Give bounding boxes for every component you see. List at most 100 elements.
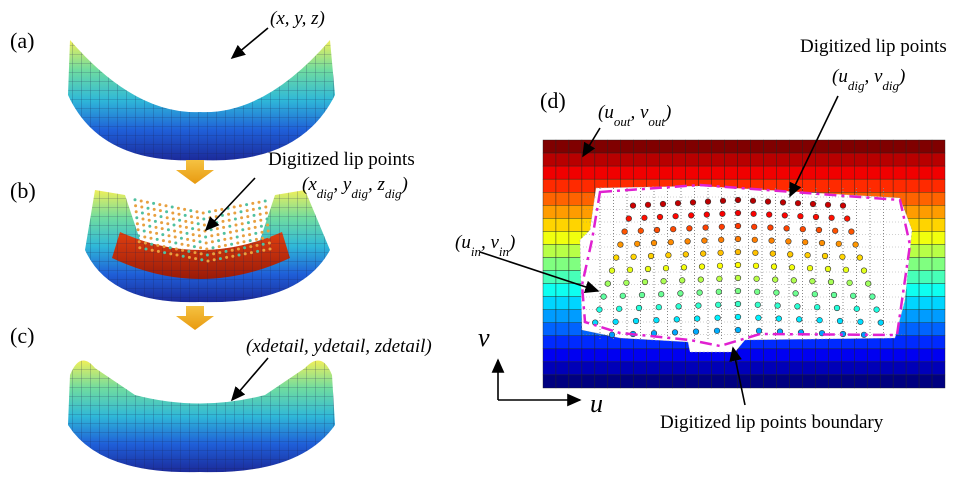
lip-dot: [188, 256, 191, 259]
lip-dot: [159, 209, 162, 212]
uv-cell: [712, 375, 725, 388]
lip-dot: [168, 234, 171, 237]
lip-dot: [222, 220, 225, 223]
uv-cell: [556, 323, 569, 336]
lip-dot: [265, 212, 268, 215]
lip-dot: [160, 215, 163, 218]
uv-cell: [725, 166, 738, 179]
lip-dot: [142, 224, 145, 227]
uv-dot: [609, 332, 615, 338]
uv-cell: [932, 218, 945, 231]
uv-cell: [595, 375, 608, 388]
lip-dot: [135, 216, 138, 219]
lip-dot: [241, 222, 244, 225]
uv-cell: [893, 179, 906, 192]
uv-cell: [556, 205, 569, 218]
uv-dot: [786, 239, 792, 245]
uv-cell: [867, 140, 880, 153]
lip-dot: [184, 220, 187, 223]
lip-dot: [138, 246, 141, 249]
uv-cell: [919, 205, 932, 218]
uv-cell: [854, 166, 867, 179]
annotation-text: Digitized lip points: [800, 36, 947, 57]
uv-cell: [621, 140, 634, 153]
uv-cell: [608, 349, 621, 362]
uv-dot: [840, 254, 846, 260]
uv-cell: [867, 349, 880, 362]
uv-cell: [556, 140, 569, 153]
lip-dot: [180, 237, 183, 240]
lip-dot: [194, 257, 197, 260]
uv-cell: [906, 192, 919, 205]
uv-cell: [660, 375, 673, 388]
uv-cell: [893, 349, 906, 362]
annotation-text: , v: [864, 66, 883, 87]
uv-dot: [854, 306, 860, 312]
uv-cell: [906, 297, 919, 310]
uv-cell: [776, 362, 789, 375]
uv-cell: [815, 362, 828, 375]
uv-dot: [645, 202, 651, 208]
lip-dot: [190, 215, 193, 218]
uv-dot: [693, 329, 699, 335]
uv-cell: [932, 257, 945, 270]
uv-cell: [686, 153, 699, 166]
uv-cell: [763, 166, 776, 179]
uv-dot: [754, 276, 760, 282]
lip-dot: [206, 254, 209, 257]
lip-dot: [137, 234, 140, 237]
uv-cell: [543, 336, 556, 349]
uv-cell: [815, 375, 828, 388]
uv-cell: [621, 166, 634, 179]
lip-dot: [134, 204, 137, 207]
lip-dot: [223, 232, 226, 235]
annotation-text: (u: [598, 102, 614, 123]
uv-dot: [663, 265, 669, 271]
uv-cell: [802, 349, 815, 362]
lip-dot: [230, 243, 233, 246]
lip-dot: [178, 213, 181, 216]
lip-dot: [197, 222, 200, 225]
uv-cell: [932, 271, 945, 284]
uv-cell: [569, 218, 582, 231]
lip-dot: [161, 227, 164, 230]
uv-dot: [751, 224, 757, 230]
uv-cell: [738, 153, 751, 166]
uv-cell: [647, 349, 660, 362]
uv-cell: [543, 192, 556, 205]
uv-cell: [543, 205, 556, 218]
uv-cell: [582, 192, 595, 205]
uv-cell: [906, 336, 919, 349]
uv-cell: [776, 375, 789, 388]
uv-dot: [754, 289, 760, 295]
lip-dot: [225, 256, 228, 259]
uv-dot: [832, 228, 838, 234]
annotation-text: (x: [302, 174, 317, 195]
uv-cell: [556, 244, 569, 257]
lip-dot: [261, 231, 264, 234]
uv-dot: [699, 264, 705, 270]
lip-dot: [212, 246, 215, 249]
uv-dot: [836, 241, 842, 247]
uv-dot: [700, 251, 706, 257]
lip-dot: [227, 213, 230, 216]
uv-cell: [789, 375, 802, 388]
panel-label: (d): [540, 88, 566, 113]
lip-dot: [267, 230, 270, 233]
uv-cell: [919, 349, 932, 362]
lip-dot: [140, 200, 143, 203]
uv-cell: [725, 140, 738, 153]
uv-cell: [543, 323, 556, 336]
lip-dot: [200, 258, 203, 261]
uv-cell: [932, 153, 945, 166]
uv-cell: [919, 271, 932, 284]
uv-cell: [569, 231, 582, 244]
lip-dot: [251, 202, 254, 205]
lip-dot: [217, 239, 220, 242]
lip-dot: [162, 239, 165, 242]
lip-dot: [165, 204, 168, 207]
uv-dot: [813, 214, 819, 220]
uv-cell: [543, 153, 556, 166]
uv-cell: [880, 349, 893, 362]
uv-dot: [816, 227, 822, 233]
